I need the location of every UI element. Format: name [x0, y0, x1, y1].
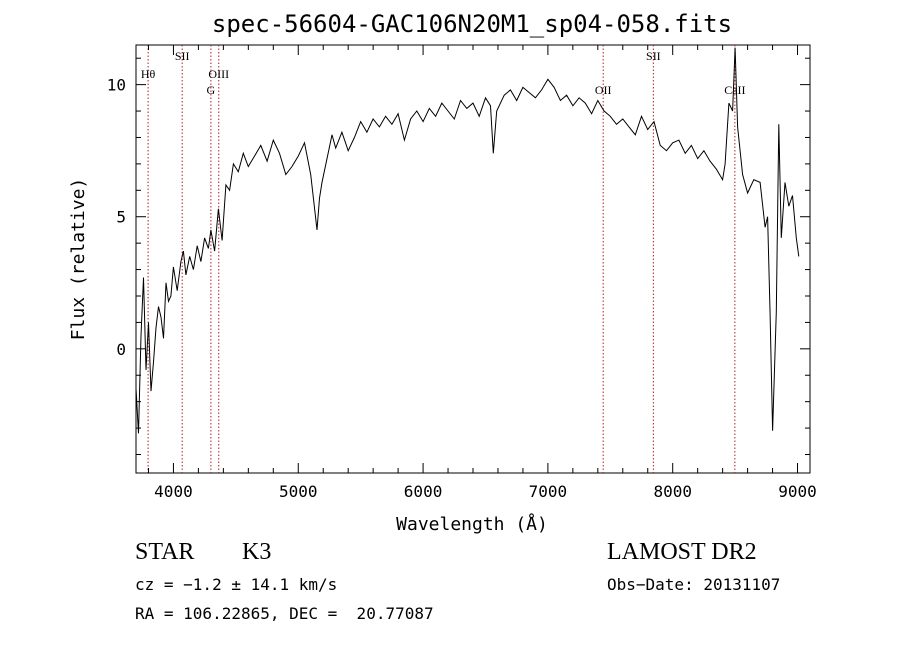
axis-ticks: 4000 5000 6000 7000 8000 9000 0 5 10 — [107, 45, 817, 501]
spectral-line-markers: Hθ SII G OIII OII SII CaII — [141, 45, 746, 473]
survey-name: LAMOST DR2 — [607, 539, 757, 565]
x-tick-label: 5000 — [279, 482, 318, 501]
plot-frame — [135, 44, 811, 474]
observation-date: Obs−Date: 20131107 — [607, 575, 781, 594]
coordinates: RA = 106.22865, DEC = 20.77087 — [135, 604, 434, 623]
x-tick-label: 8000 — [653, 482, 692, 501]
y-axis-label: Flux (relative) — [68, 178, 89, 341]
y-tick-label: 10 — [107, 76, 126, 95]
line-marker-label: CaII — [724, 83, 745, 97]
x-axis-label: Wavelength (Å) — [396, 513, 548, 535]
line-marker-label: OIII — [208, 67, 229, 81]
object-class: STAR — [135, 539, 195, 565]
object-subclass: K3 — [242, 539, 272, 565]
line-marker-label: SII — [646, 49, 661, 63]
line-marker-label: SII — [175, 49, 190, 63]
y-tick-label: 0 — [116, 340, 126, 359]
line-marker-label: G — [207, 83, 216, 97]
y-tick-label: 5 — [116, 208, 126, 227]
x-tick-label: 9000 — [778, 482, 817, 501]
line-marker-label: OII — [595, 83, 612, 97]
redshift-velocity: cz = −1.2 ± 14.1 km/s — [135, 575, 338, 594]
x-tick-label: 4000 — [154, 482, 193, 501]
line-marker-label: Hθ — [141, 67, 156, 81]
x-tick-label: 7000 — [529, 482, 568, 501]
chart-title: spec-56604-GAC106N20M1_sp04-058.fits — [212, 10, 732, 38]
spectrum-line — [135, 47, 800, 434]
x-tick-label: 6000 — [404, 482, 443, 501]
